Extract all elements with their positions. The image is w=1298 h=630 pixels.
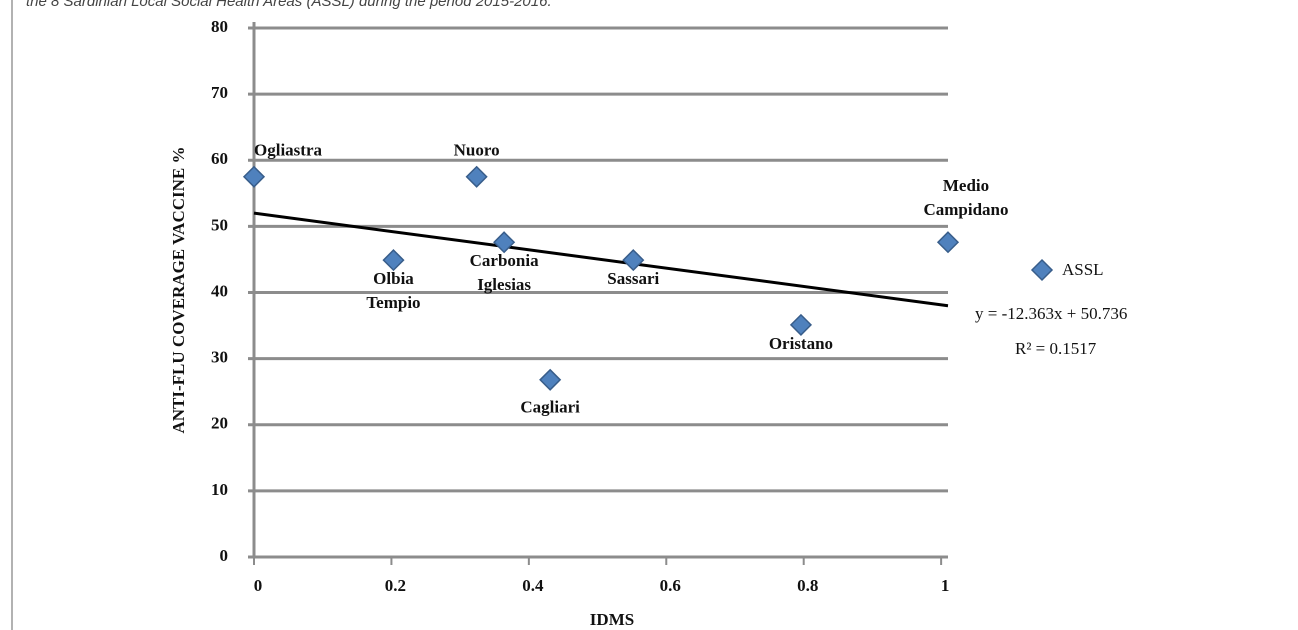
y-tick-label: 80 [211, 17, 228, 36]
point-label: Tempio [366, 293, 420, 312]
point-label: Iglesias [477, 275, 531, 294]
data-point [539, 368, 562, 391]
legend-marker [1030, 258, 1054, 282]
point-label: Sassari [607, 269, 659, 288]
data-point [493, 231, 516, 254]
legend-label: ASSL [1062, 260, 1104, 279]
point-label: Oristano [769, 334, 833, 353]
data-point [789, 313, 813, 336]
x-tick-label: 0.8 [797, 576, 818, 595]
y-tick-label: 10 [211, 480, 228, 499]
caption: the 8 Sardinian Local Social Health Area… [26, 0, 552, 10]
x-tick-label: 1 [941, 576, 950, 595]
point-label: Nuoro [454, 141, 500, 160]
x-tick-label: 0 [254, 576, 263, 595]
y-tick-label: 0 [220, 546, 229, 565]
data-point [622, 249, 645, 272]
y-tick-label: 50 [211, 215, 228, 234]
data-point [382, 249, 405, 272]
y-tick-label: 60 [211, 149, 228, 168]
point-label: Medio [943, 176, 989, 195]
point-label: Cagliari [520, 398, 580, 417]
y-tick-label: 70 [211, 83, 228, 102]
point-label: Campidano [923, 200, 1008, 219]
y-axis-title: ANTI-FLU COVERAGE VACCINE % [169, 147, 188, 434]
equation: y = -12.363x + 50.736 [975, 304, 1127, 323]
r-squared: R² = 0.1517 [1015, 339, 1097, 358]
data-point [465, 165, 488, 188]
x-tick-label: 0.2 [385, 576, 406, 595]
data-point [936, 231, 960, 254]
x-axis-title: IDMS [590, 610, 634, 629]
x-tick-label: 0.6 [660, 576, 681, 595]
y-tick-label: 40 [211, 281, 228, 300]
y-tick-label: 20 [211, 414, 228, 433]
trendline [253, 211, 949, 308]
data-point [242, 165, 266, 188]
point-label: Olbia [373, 269, 414, 288]
point-label: Ogliastra [254, 141, 322, 160]
y-tick-label: 30 [211, 348, 228, 367]
point-label: Carbonia [470, 251, 539, 270]
x-tick-label: 0.4 [522, 576, 544, 595]
